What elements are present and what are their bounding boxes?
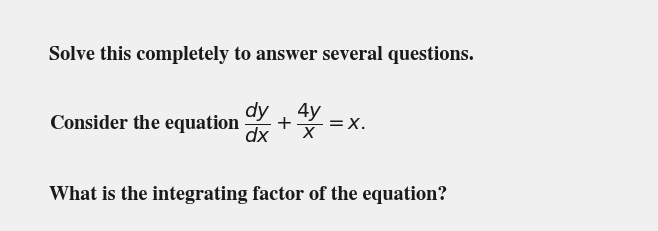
- Text: What is the integrating factor of the equation?: What is the integrating factor of the eq…: [49, 185, 447, 203]
- Text: Consider the equation $\dfrac{dy}{dx}+\dfrac{4y}{x}=x.$: Consider the equation $\dfrac{dy}{dx}+\d…: [49, 100, 367, 144]
- Text: Solve this completely to answer several questions.: Solve this completely to answer several …: [49, 46, 474, 64]
